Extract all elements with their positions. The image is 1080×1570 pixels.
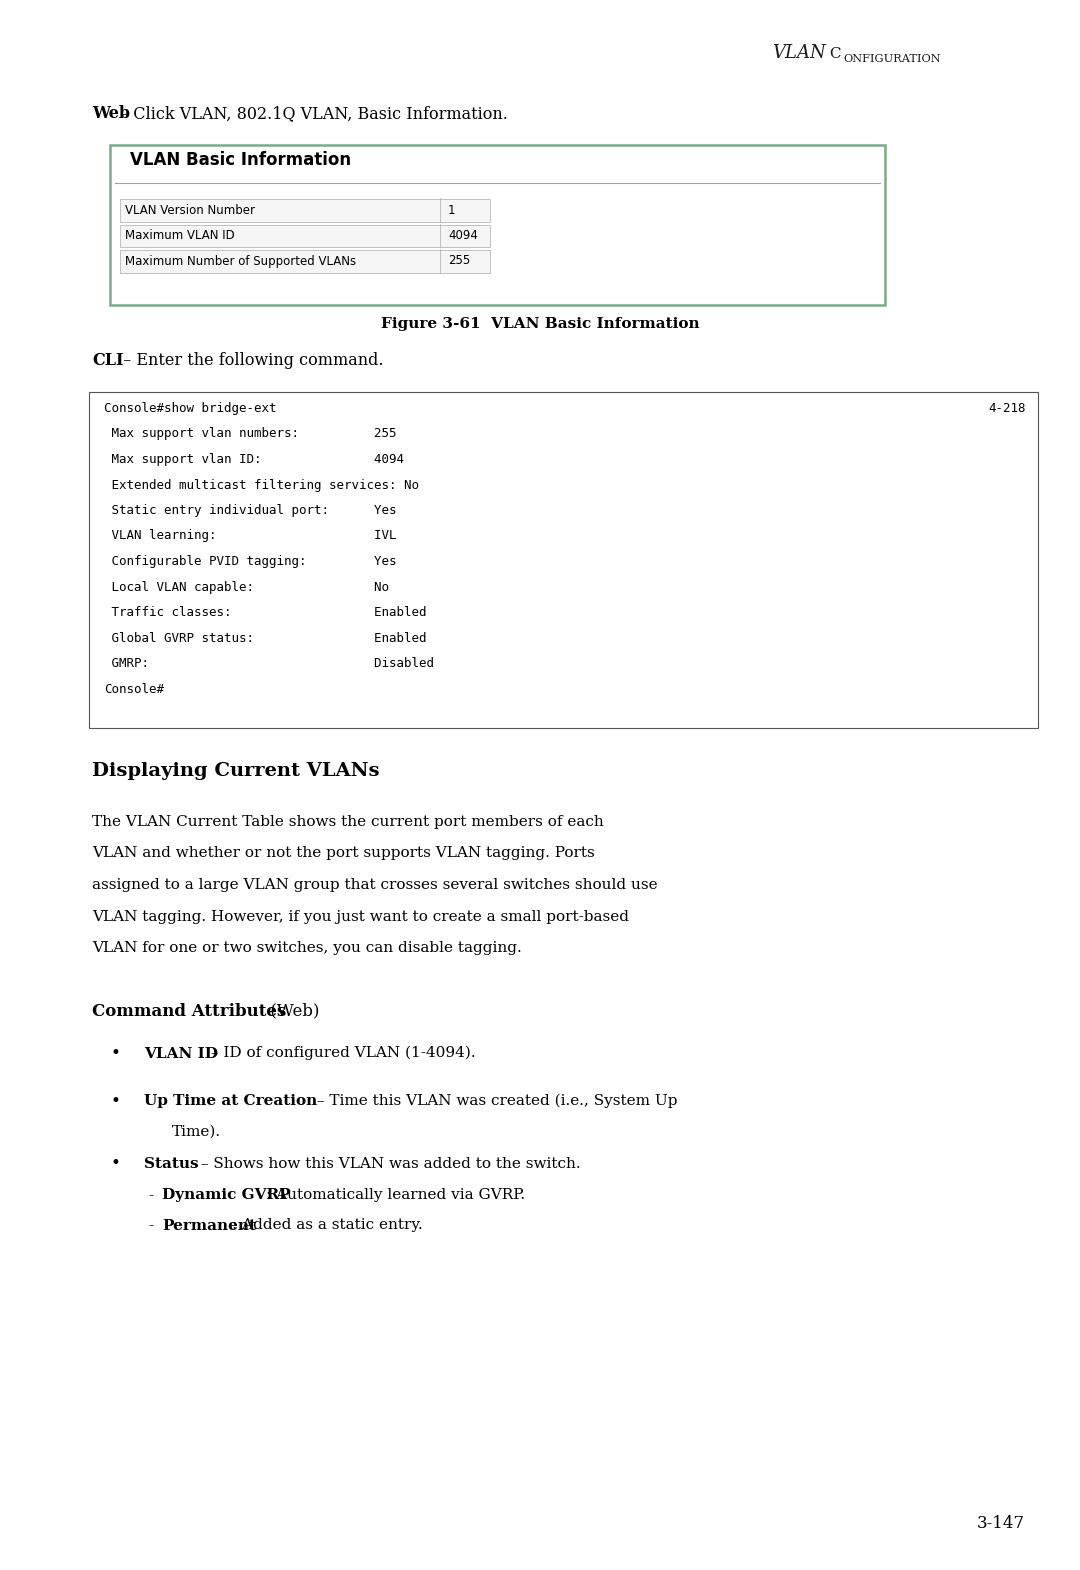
Text: VLAN tagging. However, if you just want to create a small port-based: VLAN tagging. However, if you just want … <box>92 909 629 923</box>
Text: •: • <box>110 1044 120 1061</box>
Text: VLAN Version Number: VLAN Version Number <box>125 204 255 217</box>
Text: 4-218: 4-218 <box>988 402 1026 414</box>
Text: Extended multicast filtering services: No: Extended multicast filtering services: N… <box>104 479 419 491</box>
Text: VLAN learning:                     IVL: VLAN learning: IVL <box>104 529 396 543</box>
Text: VLAN: VLAN <box>772 44 826 61</box>
Text: Web: Web <box>92 105 130 122</box>
Text: Traffic classes:                   Enabled: Traffic classes: Enabled <box>104 606 427 619</box>
Text: VLAN Basic Information: VLAN Basic Information <box>130 151 351 170</box>
Text: 1: 1 <box>448 204 456 217</box>
Text: Console#show bridge-ext: Console#show bridge-ext <box>104 402 276 414</box>
Text: – ID of configured VLAN (1-4094).: – ID of configured VLAN (1-4094). <box>206 1046 475 1060</box>
Text: Permanent: Permanent <box>162 1218 256 1232</box>
Text: C: C <box>825 47 841 61</box>
Text: Displaying Current VLANs: Displaying Current VLANs <box>92 761 379 780</box>
Text: Max support vlan ID:               4094: Max support vlan ID: 4094 <box>104 454 404 466</box>
Text: Max support vlan numbers:          255: Max support vlan numbers: 255 <box>104 427 396 441</box>
Text: VLAN ID: VLAN ID <box>144 1047 218 1060</box>
Text: assigned to a large VLAN group that crosses several switches should use: assigned to a large VLAN group that cros… <box>92 878 658 892</box>
Text: ONFIGURATION: ONFIGURATION <box>843 53 941 63</box>
Text: – Click VLAN, 802.1Q VLAN, Basic Information.: – Click VLAN, 802.1Q VLAN, Basic Informa… <box>121 105 509 122</box>
Text: -: - <box>149 1218 159 1232</box>
Text: Static entry individual port:      Yes: Static entry individual port: Yes <box>104 504 396 517</box>
Text: Global GVRP status:                Enabled: Global GVRP status: Enabled <box>104 631 427 645</box>
Text: VLAN for one or two switches, you can disable tagging.: VLAN for one or two switches, you can di… <box>92 940 522 955</box>
Text: Figure 3-61  VLAN Basic Information: Figure 3-61 VLAN Basic Information <box>380 317 700 331</box>
Text: (Web): (Web) <box>265 1003 320 1019</box>
Text: – Time this VLAN was created (i.e., System Up: – Time this VLAN was created (i.e., Syst… <box>312 1094 677 1108</box>
Text: Command Attributes: Command Attributes <box>92 1003 286 1019</box>
Text: – Shows how this VLAN was added to the switch.: – Shows how this VLAN was added to the s… <box>195 1157 581 1171</box>
Text: •: • <box>110 1093 120 1110</box>
Text: Up Time at Creation: Up Time at Creation <box>144 1094 318 1108</box>
Text: – Enter the following command.: – Enter the following command. <box>118 352 383 369</box>
Text: 4094: 4094 <box>448 229 477 242</box>
Text: Maximum VLAN ID: Maximum VLAN ID <box>125 229 234 242</box>
Text: 255: 255 <box>448 254 470 267</box>
Text: Local VLAN capable:                No: Local VLAN capable: No <box>104 581 389 593</box>
Text: Dynamic GVRP: Dynamic GVRP <box>162 1188 291 1203</box>
Text: The VLAN Current Table shows the current port members of each: The VLAN Current Table shows the current… <box>92 815 604 829</box>
Text: -: - <box>149 1188 159 1203</box>
Text: 3-147: 3-147 <box>977 1515 1025 1532</box>
Text: Console#: Console# <box>104 683 164 696</box>
Text: : Added as a static entry.: : Added as a static entry. <box>232 1218 422 1232</box>
Text: Status: Status <box>144 1157 199 1171</box>
Text: GMRP:                              Disabled: GMRP: Disabled <box>104 656 434 670</box>
Text: Configurable PVID tagging:         Yes: Configurable PVID tagging: Yes <box>104 556 396 568</box>
Text: : Automatically learned via GVRP.: : Automatically learned via GVRP. <box>266 1188 525 1203</box>
Text: •: • <box>110 1154 120 1171</box>
Text: Time).: Time). <box>172 1124 221 1138</box>
Text: Maximum Number of Supported VLANs: Maximum Number of Supported VLANs <box>125 254 356 267</box>
Text: VLAN and whether or not the port supports VLAN tagging. Ports: VLAN and whether or not the port support… <box>92 846 595 860</box>
Text: CLI: CLI <box>92 352 123 369</box>
